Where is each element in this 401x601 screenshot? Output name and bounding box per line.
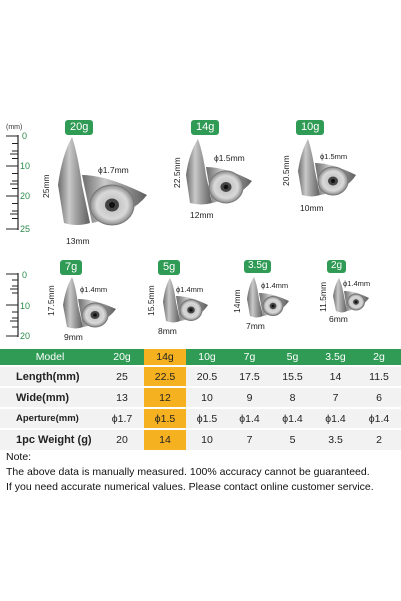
table-cell: ϕ1.5: [186, 407, 228, 429]
header-cell: 2g: [357, 349, 401, 366]
width-label-14g: 12mm: [190, 210, 214, 220]
ruler-tick: 20: [20, 331, 31, 341]
header-cell: Model: [0, 349, 100, 366]
table-row: Length(mm) 25 22.5 20.5 17.5 15.5 14 11.…: [0, 365, 401, 387]
table-cell: 10: [186, 428, 228, 450]
table-row: 1pc Weight (g) 20 14 10 7 5 3.5 2: [0, 428, 401, 450]
table-cell: 9: [228, 386, 271, 408]
table-cell: 10: [186, 386, 228, 408]
width-label-7g: 9mm: [64, 332, 83, 342]
header-cell: 3.5g: [314, 349, 357, 366]
ruler-tick: 0: [22, 131, 28, 141]
weight-tag-7g: 7g: [60, 260, 83, 275]
note-line: The above data is manually measured. 100…: [6, 466, 370, 478]
weight-tag-3-5g: 3.5g: [244, 260, 272, 273]
row-label: Aperture(mm): [0, 407, 100, 429]
height-label-3-5g: 14mm: [232, 289, 242, 313]
table-cell-highlight: ϕ1.5: [144, 407, 186, 429]
ruler-bottom: [4, 273, 20, 339]
aperture-label-3-5g: ϕ1.4mm: [261, 281, 289, 290]
ruler-unit-label: (mm): [6, 124, 23, 131]
table-cell: 3.5: [314, 428, 357, 450]
spec-table: Model 20g 14g 10g 7g 5g 3.5g 2g Length(m…: [0, 349, 401, 450]
weight-tag-20g: 20g: [65, 120, 94, 135]
table-row: Aperture(mm) ϕ1.7 ϕ1.5 ϕ1.5 ϕ1.4 ϕ1.4 ϕ1…: [0, 407, 401, 429]
table-cell-highlight: 22.5: [144, 365, 186, 387]
table-cell: ϕ1.4: [314, 407, 357, 429]
sinker-2g-image: [333, 278, 369, 313]
header-cell: 7g: [228, 349, 271, 366]
table-cell: 2: [357, 428, 401, 450]
aperture-label-10g: ϕ1.5mm: [320, 152, 348, 161]
header-cell: 10g: [186, 349, 228, 366]
aperture-label-14g: ϕ1.5mm: [214, 153, 245, 163]
sinker-14g-image: [186, 139, 252, 205]
table-cell: ϕ1.7: [100, 407, 144, 429]
width-label-5g: 8mm: [158, 326, 177, 336]
note-line: If you need accurate numerical values. P…: [6, 481, 374, 493]
table-cell: 8: [271, 386, 314, 408]
height-label-2g: 11.5mm: [318, 281, 328, 312]
table-cell: ϕ1.4: [357, 407, 401, 429]
ruler-tick: 10: [20, 301, 31, 311]
table-cell: ϕ1.4: [228, 407, 271, 429]
width-label-10g: 10mm: [300, 203, 324, 213]
sinker-10g-image: [298, 139, 356, 197]
width-label-20g: 13mm: [66, 236, 90, 246]
table-cell-highlight: 12: [144, 386, 186, 408]
height-label-14g: 22.5mm: [172, 157, 182, 188]
ruler-tick: 0: [22, 270, 28, 280]
table-cell: 15.5: [271, 365, 314, 387]
height-label-20g: 25mm: [41, 174, 51, 198]
note-title: Note:: [6, 451, 32, 463]
aperture-label-5g: ϕ1.4mm: [176, 285, 204, 294]
note-block: Note: The above data is manually measure…: [6, 450, 401, 495]
table-header-row: Model 20g 14g 10g 7g 5g 3.5g 2g: [0, 349, 401, 366]
height-label-5g: 15.5mm: [146, 285, 156, 316]
table-cell: 25: [100, 365, 144, 387]
table-cell: ϕ1.4: [271, 407, 314, 429]
header-cell: 5g: [271, 349, 314, 366]
table-cell: 13: [100, 386, 144, 408]
aperture-label-7g: ϕ1.4mm: [80, 285, 108, 294]
row-label: Wide(mm): [0, 386, 100, 408]
height-label-7g: 17.5mm: [46, 285, 56, 316]
sinker-5g-image: [163, 278, 208, 323]
table-cell: 7: [228, 428, 271, 450]
row-label: 1pc Weight (g): [0, 428, 100, 450]
table-cell: 14: [314, 365, 357, 387]
sinker-20g-image: [58, 137, 147, 226]
ruler-tick: 10: [20, 161, 31, 171]
header-cell-highlight: 14g: [144, 349, 186, 366]
ruler-tick: 25: [20, 224, 31, 234]
weight-tag-14g: 14g: [191, 120, 220, 135]
table-cell: 7: [314, 386, 357, 408]
row-label: Length(mm): [0, 365, 100, 387]
width-label-3-5g: 7mm: [246, 321, 265, 331]
aperture-label-2g: ϕ1.4mm: [343, 279, 371, 288]
table-cell: 20: [100, 428, 144, 450]
weight-tag-2g: 2g: [327, 260, 347, 273]
table-cell: 20.5: [186, 365, 228, 387]
sinker-7g-image: [63, 277, 116, 329]
ruler-top: [4, 135, 20, 231]
table-cell: 11.5: [357, 365, 401, 387]
width-label-2g: 6mm: [329, 314, 348, 324]
table-cell-highlight: 14: [144, 428, 186, 450]
table-row: Wide(mm) 13 12 10 9 8 7 6: [0, 386, 401, 408]
weight-tag-5g: 5g: [158, 260, 181, 275]
table-cell: 17.5: [228, 365, 271, 387]
table-cell: 5: [271, 428, 314, 450]
aperture-label-20g: ϕ1.7mm: [98, 165, 129, 175]
weight-tag-10g: 10g: [296, 120, 325, 135]
sinker-3-5g-image: [247, 277, 289, 318]
ruler-tick: 20: [20, 191, 31, 201]
header-cell: 20g: [100, 349, 144, 366]
table-cell: 6: [357, 386, 401, 408]
height-label-10g: 20.5mm: [281, 155, 291, 186]
